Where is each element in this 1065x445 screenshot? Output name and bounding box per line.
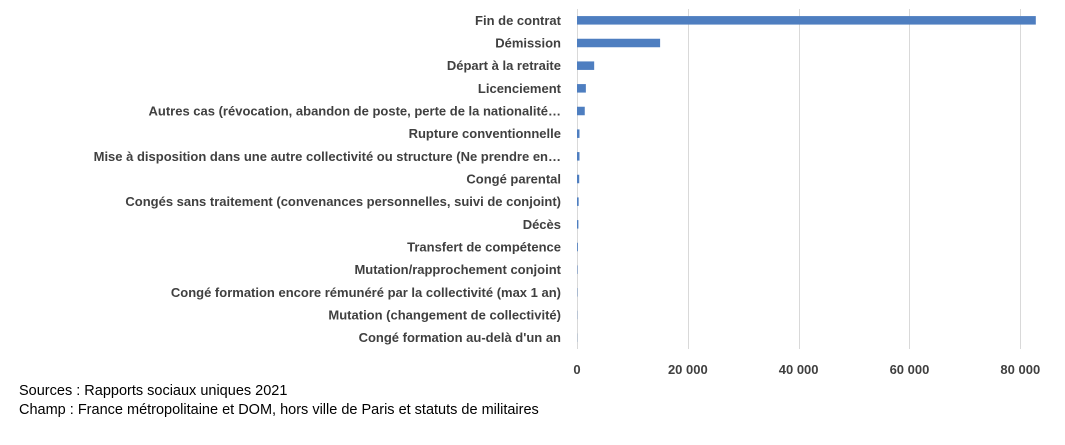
category-label: Licenciement [478, 81, 562, 96]
bar [577, 106, 585, 116]
bar [577, 242, 578, 252]
source-note: Sources : Rapports sociaux uniques 2021 [19, 383, 288, 399]
x-tick-label: 60 000 [890, 362, 930, 377]
bar [577, 152, 580, 161]
x-tick-label: 40 000 [779, 362, 819, 377]
category-label: Fin de contrat [475, 13, 562, 28]
x-tick-label: 80 000 [1000, 362, 1040, 377]
bar [577, 220, 579, 229]
category-label: Démission [495, 36, 561, 51]
category-label: Décès [523, 217, 561, 232]
x-tick-label: 0 [573, 362, 580, 377]
bar [577, 197, 579, 206]
bar [577, 16, 1036, 25]
x-tick-label: 20 000 [668, 362, 708, 377]
category-label: Mutation (changement de collectivité) [328, 308, 561, 323]
category-labels: Fin de contrat Démission Départ à la retra… [94, 13, 562, 345]
x-axis-ticks: 0 20 000 40 000 60 000 80 000 [573, 362, 1040, 377]
gridlines [577, 9, 1021, 349]
category-label: Congé parental [466, 172, 561, 187]
category-label: Transfert de compétence [407, 240, 561, 255]
bar [577, 38, 661, 48]
bar [577, 61, 595, 70]
category-label: Congés sans traitement (convenances pers… [125, 194, 561, 209]
bar [577, 129, 580, 138]
category-label: Départ à la retraite [447, 58, 561, 73]
category-label: Mutation/rapprochement conjoint [354, 262, 561, 277]
category-label: Congé formation au-delà d'un an [359, 330, 561, 345]
category-label: Rupture conventionnelle [409, 126, 561, 141]
category-label: Mise à disposition dans une autre collec… [94, 149, 561, 164]
horizontal-bar-chart: Fin de contrat Démission Départ à la retra… [94, 9, 1040, 377]
scope-note: Champ : France métropolitaine et DOM, ho… [19, 402, 539, 418]
bar [577, 174, 580, 184]
bar [577, 84, 586, 93]
category-label: Autres cas (révocation, abandon de poste… [149, 104, 561, 119]
category-label: Congé formation encore rémunéré par la c… [171, 285, 561, 300]
bars [577, 16, 1036, 342]
